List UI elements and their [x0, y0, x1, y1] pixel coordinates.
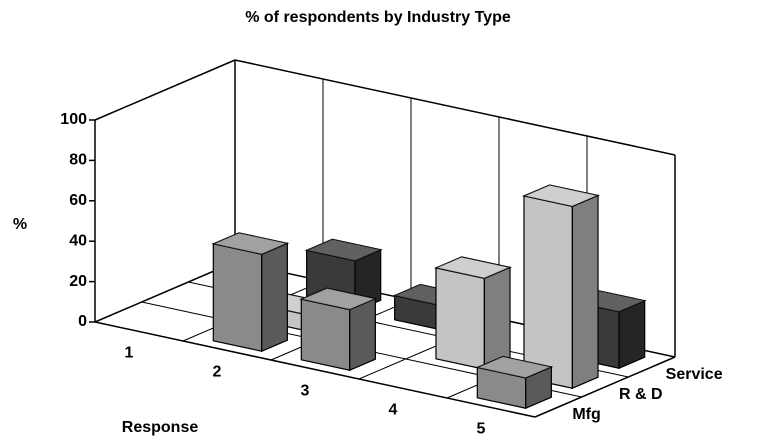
x-tick-label: 5 [477, 421, 486, 438]
bar-top [434, 256, 512, 279]
series-label: Mfg [572, 406, 600, 423]
axis-line [534, 356, 676, 418]
bar-top-shade [213, 232, 288, 255]
bar-front [212, 243, 263, 352]
bar-top-shade [301, 288, 376, 310]
bar-side-shade [572, 195, 599, 389]
bar [299, 287, 378, 372]
bar-top-shade [477, 356, 552, 378]
bar [475, 355, 554, 410]
bar-side-shade [484, 267, 511, 370]
x-tick-label: 2 [213, 364, 222, 381]
bar-top [304, 238, 383, 262]
bar-top [522, 184, 600, 208]
axis-line [94, 59, 236, 121]
bar-front [300, 298, 351, 371]
axis-line [234, 59, 676, 156]
bar-top [299, 287, 378, 311]
bar-top-shade [523, 184, 599, 207]
y-tick-label: 0 [78, 313, 87, 330]
x-tick-label: 1 [125, 345, 134, 362]
axis-line [94, 261, 236, 323]
bar-front [523, 195, 573, 389]
bar [434, 256, 512, 371]
x-axis-label: Response [122, 419, 199, 436]
bar-top [211, 232, 290, 255]
bar-side-shade [349, 298, 376, 371]
series-label: R & D [619, 386, 663, 403]
axis-line [94, 321, 536, 418]
bar-top-shade [435, 256, 511, 279]
bar-top-shade [306, 239, 381, 261]
chart-title: % of respondents by Industry Type [245, 9, 511, 26]
bar-front [435, 267, 485, 370]
y-axis-label: % [13, 216, 27, 233]
bar-top [475, 355, 554, 379]
y-tick-label: 100 [60, 111, 87, 128]
bar [522, 184, 600, 390]
x-tick-label: 4 [389, 402, 398, 419]
bar [211, 232, 290, 353]
x-tick-label: 3 [301, 383, 310, 400]
bar-side-shade [619, 300, 645, 369]
y-tick-label: 60 [69, 192, 87, 209]
y-tick-label: 80 [69, 152, 87, 169]
bar-side-shade [525, 366, 552, 409]
bar-side-shade [261, 243, 288, 352]
series-label: Service [666, 366, 723, 383]
y-tick-label: 40 [69, 232, 87, 249]
y-tick-label: 20 [69, 273, 87, 290]
